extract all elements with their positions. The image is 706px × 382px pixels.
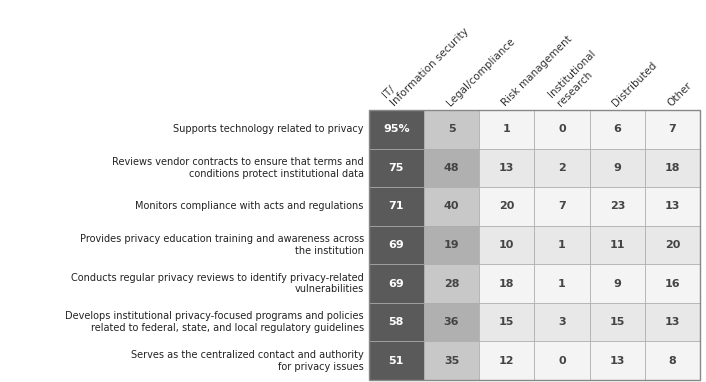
Text: Risk management: Risk management [500,34,574,108]
Text: 75: 75 [388,163,404,173]
Text: Monitors compliance with acts and regulations: Monitors compliance with acts and regula… [136,201,364,212]
Text: 18: 18 [665,163,681,173]
Text: 8: 8 [669,356,676,366]
Text: 11: 11 [609,240,625,250]
Bar [479,342,534,380]
Bar [645,342,700,380]
Bar [424,149,479,187]
Text: 35: 35 [444,356,459,366]
Bar [424,303,479,342]
Text: Supports technology related to privacy: Supports technology related to privacy [173,124,364,134]
Bar [645,187,700,226]
Bar [369,303,424,342]
Text: 0: 0 [558,356,566,366]
Text: 15: 15 [499,317,515,327]
Bar [369,149,424,187]
Text: 51: 51 [388,356,404,366]
Bar [479,187,534,226]
Text: 16: 16 [665,278,681,289]
Bar [479,264,534,303]
Text: Reviews vendor contracts to ensure that terms and
conditions protect institution: Reviews vendor contracts to ensure that … [112,157,364,179]
Text: 19: 19 [443,240,460,250]
Bar [534,226,590,264]
Text: Distributed: Distributed [610,60,659,108]
Text: 40: 40 [444,201,460,212]
Bar [424,342,479,380]
Bar [645,110,700,149]
Text: 0: 0 [558,124,566,134]
Bar [645,149,700,187]
Text: 5: 5 [448,124,455,134]
Text: 95%: 95% [383,124,409,134]
Bar [534,187,590,226]
Bar [534,110,590,149]
Bar [534,149,590,187]
Text: 12: 12 [499,356,515,366]
Bar [479,149,534,187]
Text: 3: 3 [558,317,566,327]
Bar [645,226,700,264]
Text: 71: 71 [388,201,404,212]
Bar [590,264,645,303]
Text: 69: 69 [388,240,404,250]
Bar [424,110,479,149]
Text: 20: 20 [665,240,681,250]
Bar [369,110,700,380]
Text: Legal/compliance: Legal/compliance [445,36,516,108]
Text: 10: 10 [499,240,515,250]
Bar [645,303,700,342]
Bar [369,264,424,303]
Bar [590,226,645,264]
Text: 13: 13 [610,356,625,366]
Bar [369,342,424,380]
Text: 13: 13 [665,201,681,212]
Text: 48: 48 [443,163,460,173]
Text: 13: 13 [665,317,681,327]
Text: 36: 36 [444,317,460,327]
Text: 23: 23 [610,201,625,212]
Bar [424,187,479,226]
Text: IT/
Information security: IT/ Information security [381,18,471,108]
Bar [479,303,534,342]
Text: 58: 58 [388,317,404,327]
Text: 13: 13 [499,163,515,173]
Bar [590,110,645,149]
Bar [479,110,534,149]
Text: Conducts regular privacy reviews to identify privacy-related
vulnerabilities: Conducts regular privacy reviews to iden… [71,273,364,295]
Bar [369,187,424,226]
Bar [590,303,645,342]
Bar [534,303,590,342]
Text: Develops institutional privacy-focused programs and policies
related to federal,: Develops institutional privacy-focused p… [65,311,364,333]
Text: Serves as the centralized contact and authority
for privacy issues: Serves as the centralized contact and au… [131,350,364,372]
Bar [645,264,700,303]
Text: 9: 9 [614,278,621,289]
Bar [534,342,590,380]
Text: Institutional
research: Institutional research [546,49,606,108]
Text: 18: 18 [499,278,515,289]
Text: 1: 1 [503,124,510,134]
Text: 1: 1 [558,240,566,250]
Text: 7: 7 [558,201,566,212]
Text: 69: 69 [388,278,404,289]
Text: 1: 1 [558,278,566,289]
Text: 28: 28 [444,278,460,289]
Text: 2: 2 [558,163,566,173]
Bar [534,264,590,303]
Bar [590,342,645,380]
Text: 7: 7 [669,124,676,134]
Text: 6: 6 [614,124,621,134]
Bar [590,187,645,226]
Text: 20: 20 [499,201,515,212]
Bar [424,226,479,264]
Bar [369,226,424,264]
Text: 15: 15 [610,317,625,327]
Text: Provides privacy education training and awareness across
the institution: Provides privacy education training and … [80,234,364,256]
Text: Other: Other [666,80,693,108]
Text: 9: 9 [614,163,621,173]
Bar [369,110,424,149]
Bar [424,264,479,303]
Bar [479,226,534,264]
Bar [590,149,645,187]
